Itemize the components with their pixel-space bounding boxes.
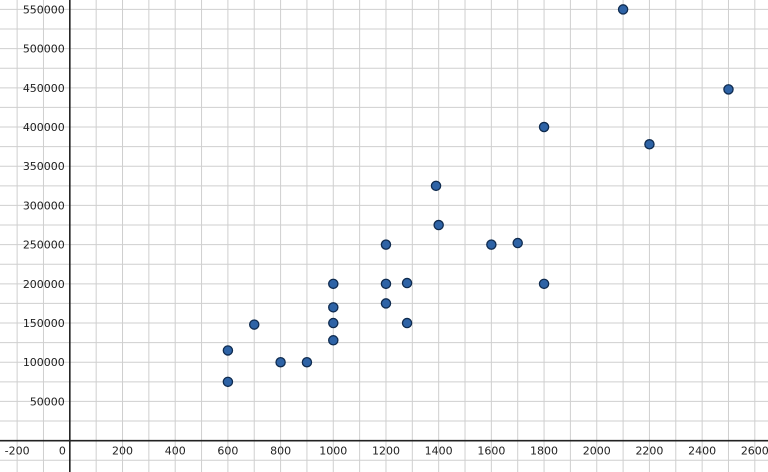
data-point	[401, 317, 413, 329]
x-tick-label: 1600	[477, 445, 505, 458]
y-tick-label: 350000	[23, 160, 65, 173]
data-point	[433, 219, 444, 231]
data-point	[512, 237, 523, 249]
data-point	[538, 278, 550, 290]
y-tick-label: 450000	[23, 82, 65, 95]
data-point	[380, 239, 392, 250]
x-tick-label: 1400	[425, 445, 453, 458]
data-point	[301, 356, 313, 368]
data-points	[222, 4, 734, 388]
y-tick-label: 550000	[23, 3, 65, 16]
x-tick-label: 2200	[635, 445, 663, 458]
data-point	[538, 121, 550, 133]
x-tick-label: -200	[5, 445, 30, 458]
y-tick-label: 250000	[23, 239, 65, 252]
data-point	[328, 302, 339, 313]
data-point	[222, 345, 234, 356]
data-point	[328, 317, 339, 329]
data-point	[401, 277, 413, 289]
x-tick-labels: -200 0 200 400 600 800 1000 1200 1400 1600 1800 200…	[5, 445, 768, 458]
data-point	[486, 239, 497, 250]
x-tick-label: 400	[165, 445, 186, 458]
x-tick-label: 1200	[372, 445, 400, 458]
y-tick-label: 400000	[23, 121, 65, 134]
data-point	[328, 278, 339, 290]
data-point	[430, 180, 442, 192]
y-tick-label: 50000	[30, 395, 65, 408]
data-point	[328, 335, 339, 346]
y-tick-label: 500000	[23, 43, 65, 56]
data-point	[380, 278, 392, 290]
x-tick-label: 2400	[688, 445, 716, 458]
data-point	[380, 298, 392, 309]
y-tick-label: 300000	[23, 199, 65, 212]
data-point	[275, 356, 286, 368]
x-tick-label: 1000	[319, 445, 347, 458]
y-tick-label: 100000	[23, 356, 65, 369]
x-tick-label: 200	[112, 445, 133, 458]
x-tick-label: 1800	[530, 445, 558, 458]
y-tick-label: 200000	[23, 278, 65, 291]
x-tick-label: 0	[59, 445, 66, 458]
x-tick-label: 2000	[583, 445, 611, 458]
x-tick-label: 600	[217, 445, 238, 458]
y-tick-labels: 50000 100000 150000 200000 250000 300000 35000…	[23, 3, 65, 408]
data-point	[248, 319, 260, 330]
data-point	[644, 139, 655, 150]
data-point	[222, 376, 234, 388]
data-point	[617, 4, 629, 15]
y-tick-label: 150000	[23, 317, 65, 330]
x-tick-label: 2600	[741, 445, 768, 458]
data-point	[723, 84, 734, 95]
x-tick-label: 800	[270, 445, 291, 458]
